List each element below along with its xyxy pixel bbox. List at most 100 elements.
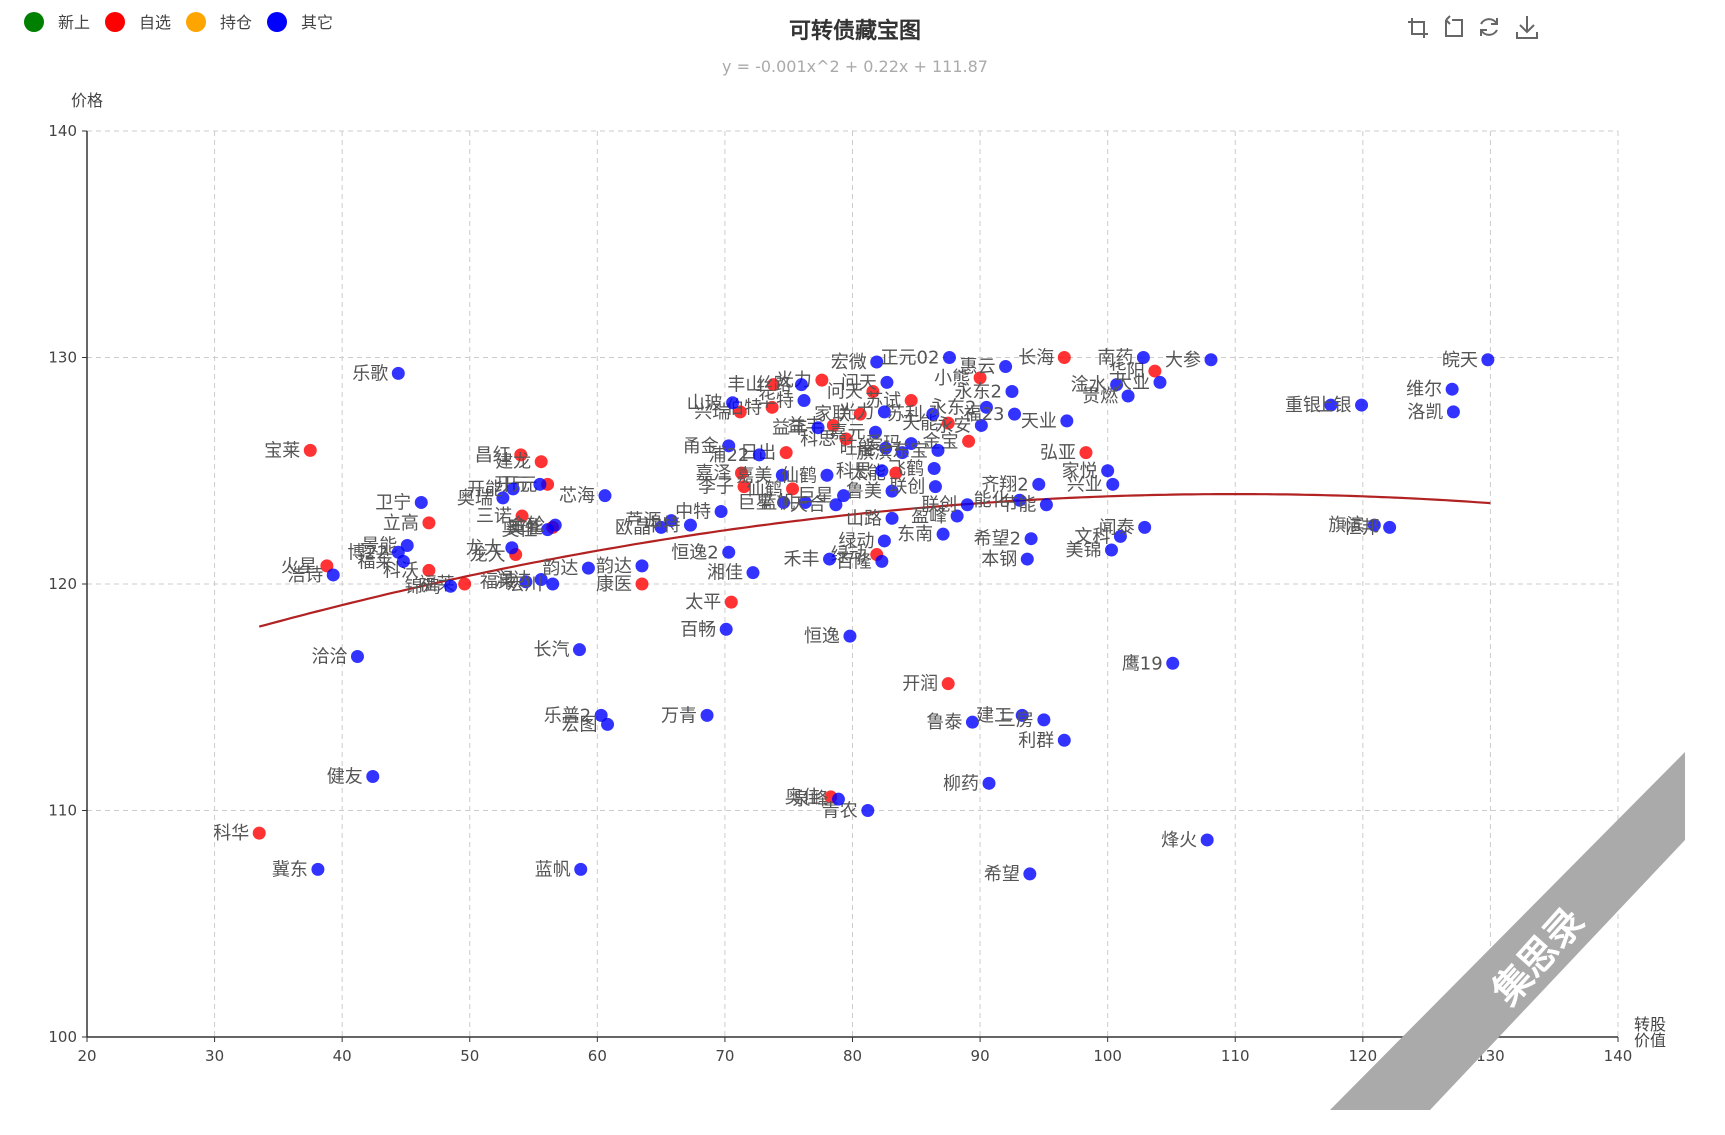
data-point[interactable]	[765, 400, 779, 414]
data-point[interactable]	[366, 770, 380, 784]
data-point[interactable]	[875, 554, 889, 568]
data-point[interactable]	[683, 518, 697, 532]
data-point[interactable]	[926, 407, 940, 421]
refresh-icon[interactable]	[1480, 18, 1498, 36]
data-point[interactable]	[601, 717, 615, 731]
data-point[interactable]	[904, 437, 918, 451]
data-point[interactable]	[1166, 656, 1180, 670]
data-point[interactable]	[811, 421, 825, 435]
data-point[interactable]	[885, 484, 899, 498]
data-point[interactable]	[973, 371, 987, 385]
data-point[interactable]	[853, 407, 867, 421]
data-point[interactable]	[1060, 414, 1074, 428]
data-point[interactable]	[496, 491, 510, 505]
data-point[interactable]	[928, 480, 942, 494]
data-point[interactable]	[581, 561, 595, 575]
data-point[interactable]	[999, 360, 1013, 374]
legend-item[interactable]: 持仓	[186, 12, 252, 32]
data-point[interactable]	[422, 563, 436, 577]
data-point[interactable]	[965, 715, 979, 729]
data-point[interactable]	[1355, 398, 1369, 412]
data-point[interactable]	[1446, 405, 1460, 419]
legend-item[interactable]: 其它	[267, 12, 333, 32]
data-point[interactable]	[722, 439, 736, 453]
data-point[interactable]	[962, 434, 976, 448]
data-point[interactable]	[1148, 364, 1162, 378]
data-point[interactable]	[1121, 389, 1135, 403]
data-point[interactable]	[752, 448, 766, 462]
data-point[interactable]	[798, 495, 812, 509]
data-point[interactable]	[737, 480, 751, 494]
data-point[interactable]	[1113, 529, 1127, 543]
data-point[interactable]	[635, 577, 649, 591]
data-point[interactable]	[839, 432, 853, 446]
legend-item[interactable]: 自选	[105, 12, 171, 32]
data-point[interactable]	[820, 468, 834, 482]
data-point[interactable]	[506, 482, 520, 496]
data-point[interactable]	[746, 566, 760, 580]
data-point[interactable]	[664, 514, 678, 528]
data-point[interactable]	[829, 498, 843, 512]
data-point[interactable]	[598, 489, 612, 503]
data-point[interactable]	[875, 464, 889, 478]
data-point[interactable]	[303, 443, 317, 457]
data-point[interactable]	[533, 477, 547, 491]
data-point[interactable]	[458, 577, 472, 591]
data-point[interactable]	[700, 708, 714, 722]
data-point[interactable]	[866, 384, 880, 398]
data-point[interactable]	[519, 575, 533, 589]
data-point[interactable]	[1013, 493, 1027, 507]
data-point[interactable]	[868, 425, 882, 439]
data-point[interactable]	[974, 418, 988, 432]
data-point[interactable]	[879, 441, 893, 455]
data-point[interactable]	[960, 498, 974, 512]
data-point[interactable]	[826, 418, 840, 432]
data-point[interactable]	[444, 579, 458, 593]
download-icon[interactable]	[1516, 16, 1538, 39]
data-point[interactable]	[1106, 477, 1120, 491]
data-point[interactable]	[1024, 532, 1038, 546]
data-point[interactable]	[400, 538, 414, 552]
data-point[interactable]	[823, 552, 837, 566]
data-point[interactable]	[861, 804, 875, 817]
data-point[interactable]	[252, 826, 266, 840]
data-point[interactable]	[843, 629, 857, 643]
data-point[interactable]	[505, 541, 519, 555]
data-point[interactable]	[889, 466, 903, 480]
data-point[interactable]	[794, 378, 808, 392]
data-point[interactable]	[391, 366, 405, 380]
data-point[interactable]	[1008, 407, 1022, 421]
data-point[interactable]	[936, 527, 950, 541]
data-point[interactable]	[635, 559, 649, 573]
data-point[interactable]	[904, 394, 918, 408]
data-point[interactable]	[722, 545, 736, 559]
data-point[interactable]	[950, 509, 964, 523]
data-point[interactable]	[714, 505, 728, 519]
data-point[interactable]	[931, 443, 945, 457]
data-point[interactable]	[1020, 552, 1034, 566]
zoom-icon[interactable]	[1408, 18, 1428, 38]
data-point[interactable]	[831, 792, 845, 806]
data-point[interactable]	[320, 559, 334, 573]
data-point[interactable]	[719, 622, 733, 636]
data-point[interactable]	[1015, 708, 1029, 722]
data-point[interactable]	[941, 416, 955, 430]
data-point[interactable]	[534, 455, 548, 469]
data-point[interactable]	[1200, 833, 1214, 847]
data-point[interactable]	[548, 518, 562, 532]
data-point[interactable]	[877, 405, 891, 419]
data-point[interactable]	[726, 396, 740, 410]
data-point[interactable]	[1136, 351, 1150, 364]
data-point[interactable]	[1032, 477, 1046, 491]
data-point[interactable]	[724, 595, 738, 609]
data-point[interactable]	[350, 649, 364, 663]
data-point[interactable]	[1110, 378, 1124, 392]
data-point[interactable]	[594, 708, 608, 722]
data-point[interactable]	[1383, 520, 1397, 534]
data-point[interactable]	[815, 373, 829, 387]
data-point[interactable]	[779, 446, 793, 460]
data-point[interactable]	[1104, 543, 1118, 557]
data-point[interactable]	[797, 394, 811, 408]
data-point[interactable]	[1445, 382, 1459, 396]
data-point[interactable]	[1101, 464, 1115, 478]
